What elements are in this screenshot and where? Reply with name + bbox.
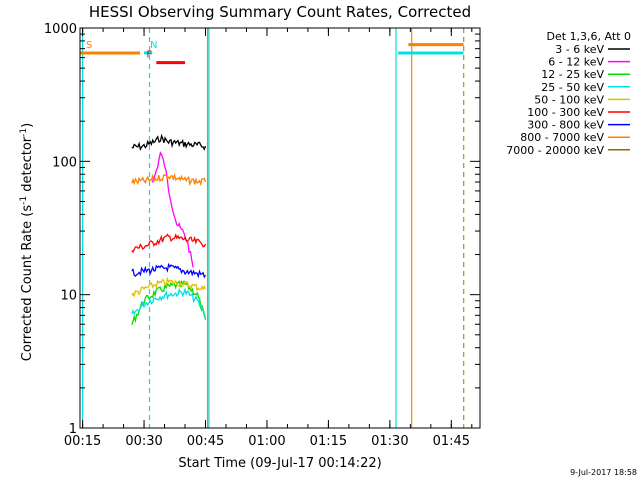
legend-label-6: 300 - 800 keV bbox=[527, 119, 604, 132]
legend-label-0: 3 - 6 keV bbox=[555, 43, 604, 56]
legend-label-5: 100 - 300 keV bbox=[527, 106, 604, 119]
flag-label-n: N bbox=[150, 40, 157, 51]
series-line-7 bbox=[131, 172, 207, 187]
x-tick-label-0: 00:15 bbox=[64, 434, 101, 449]
flag-label-s: S bbox=[86, 40, 92, 51]
y-axis-label-sup1: -1 bbox=[19, 196, 29, 205]
legend-label-7: 800 - 7000 keV bbox=[520, 131, 604, 144]
series-line-1 bbox=[151, 150, 194, 268]
legend-title: Det 1,3,6, Att 0 bbox=[547, 30, 631, 43]
series-line-4 bbox=[131, 276, 207, 298]
y-tick-label-2: 100 bbox=[52, 155, 77, 170]
y-tick-label-1: 10 bbox=[60, 289, 77, 304]
flag-label-f: F bbox=[146, 50, 152, 61]
legend-label-3: 25 - 50 keV bbox=[541, 81, 604, 94]
legend-label-4: 50 - 100 keV bbox=[534, 93, 604, 106]
x-axis: 00:15 00:30 00:45 01:00 01:15 01:30 01:45 bbox=[64, 28, 473, 449]
series-line-0 bbox=[131, 133, 207, 152]
y-axis-label-end: ) bbox=[20, 123, 35, 128]
x-axis-label: Start Time (09-Jul-17 00:14:22) bbox=[178, 456, 381, 471]
series-line-6 bbox=[131, 262, 207, 279]
legend-label-1: 6 - 12 keV bbox=[548, 56, 604, 69]
x-tick-label-5: 01:30 bbox=[371, 434, 408, 449]
legend-label-2: 12 - 25 keV bbox=[541, 68, 604, 81]
y-axis-label-sup2: -1 bbox=[19, 128, 29, 137]
x-tick-label-6: 01:45 bbox=[433, 434, 470, 449]
y-axis-label-main: Corrected Count Rate (s bbox=[20, 205, 35, 362]
y-tick-label-3: 1000 bbox=[44, 22, 77, 37]
y-tick-label-0: 1 bbox=[69, 422, 77, 437]
y-axis-label: Corrected Count Rate (s-1 detector-1) bbox=[19, 123, 35, 361]
y-axis-label-mid: detector bbox=[20, 136, 35, 196]
y-axis: 1 10 100 1000 bbox=[44, 22, 480, 437]
series-line-3 bbox=[131, 287, 206, 318]
plot-area: S NF bbox=[80, 28, 465, 428]
x-tick-label-4: 01:15 bbox=[310, 434, 347, 449]
x-tick-label-3: 01:00 bbox=[248, 434, 285, 449]
chart-title: HESSI Observing Summary Count Rates, Cor… bbox=[89, 3, 471, 21]
series-line-2 bbox=[131, 279, 207, 326]
timestamp: 9-Jul-2017 18:58 bbox=[570, 468, 637, 477]
plot-frame bbox=[79, 27, 481, 429]
legend-label-8: 7000 - 20000 keV bbox=[506, 144, 604, 157]
x-tick-label-1: 00:30 bbox=[125, 434, 162, 449]
series-line-5 bbox=[131, 233, 207, 254]
x-tick-label-2: 00:45 bbox=[187, 434, 224, 449]
